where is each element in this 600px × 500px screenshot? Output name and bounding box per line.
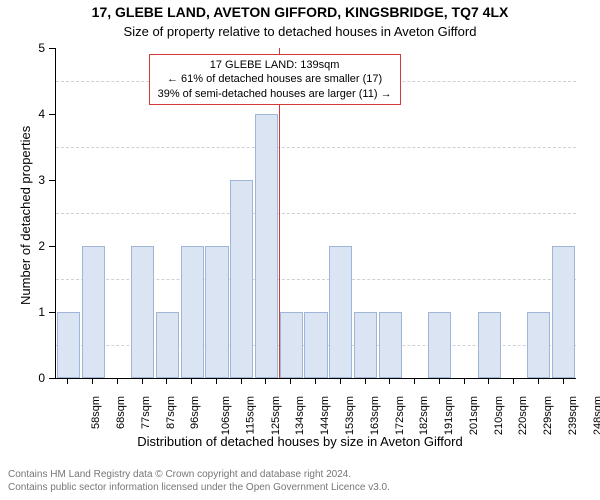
x-tick: [241, 378, 242, 384]
minor-gridline: [56, 213, 576, 214]
x-tick: [216, 378, 217, 384]
x-tick: [191, 378, 192, 384]
footer-line-1: Contains HM Land Registry data © Crown c…: [8, 468, 390, 481]
x-tick-label: 191sqm: [443, 396, 455, 435]
y-tick-label: 1: [27, 305, 45, 319]
x-axis-label: Distribution of detached houses by size …: [0, 434, 600, 449]
x-tick-label: 68sqm: [115, 396, 127, 429]
x-tick: [166, 378, 167, 384]
x-tick-label: 77sqm: [140, 396, 152, 429]
x-tick: [340, 378, 341, 384]
legend-line: ← 61% of detached houses are smaller (17…: [158, 72, 392, 86]
y-tick-label: 0: [27, 371, 45, 385]
x-tick: [488, 378, 489, 384]
x-tick-label: 182sqm: [418, 396, 430, 435]
x-tick-label: 106sqm: [220, 396, 232, 435]
y-tick: [49, 312, 55, 313]
histogram-bar: [280, 312, 303, 378]
x-tick-label: 125sqm: [270, 396, 282, 435]
x-tick-label: 210sqm: [493, 396, 505, 435]
x-tick-label: 144sqm: [319, 396, 331, 435]
x-tick-label: 163sqm: [369, 396, 381, 435]
x-tick: [67, 378, 68, 384]
x-tick: [290, 378, 291, 384]
histogram-bar: [255, 114, 278, 378]
x-tick: [365, 378, 366, 384]
x-tick-label: 115sqm: [244, 396, 256, 434]
x-tick-label: 134sqm: [295, 396, 307, 435]
x-tick: [389, 378, 390, 384]
x-tick-label: 201sqm: [468, 396, 480, 435]
minor-gridline: [56, 147, 576, 148]
y-tick: [49, 378, 55, 379]
x-tick: [315, 378, 316, 384]
y-tick: [49, 48, 55, 49]
y-tick-label: 5: [27, 41, 45, 55]
x-tick: [439, 378, 440, 384]
y-tick: [49, 114, 55, 115]
footer-attribution: Contains HM Land Registry data © Crown c…: [8, 468, 390, 494]
x-tick-label: 172sqm: [394, 396, 406, 435]
x-tick: [414, 378, 415, 384]
x-tick-label: 87sqm: [165, 396, 177, 429]
chart-subtitle: Size of property relative to detached ho…: [0, 24, 600, 39]
x-tick: [563, 378, 564, 384]
x-tick-label: 239sqm: [567, 396, 579, 435]
x-tick: [142, 378, 143, 384]
histogram-bar: [379, 312, 402, 378]
x-tick-label: 96sqm: [189, 396, 201, 429]
x-tick: [464, 378, 465, 384]
x-tick-label: 58sqm: [90, 396, 102, 429]
histogram-bar: [329, 246, 352, 378]
histogram-bar: [304, 312, 327, 378]
histogram-bar: [131, 246, 154, 378]
x-tick: [513, 378, 514, 384]
x-tick-label: 220sqm: [517, 396, 529, 435]
x-tick-label: 248sqm: [592, 396, 600, 435]
y-tick-label: 3: [27, 173, 45, 187]
histogram-bar: [354, 312, 377, 378]
y-tick-label: 2: [27, 239, 45, 253]
histogram-bar: [478, 312, 501, 378]
histogram-bar: [181, 246, 204, 378]
histogram-bar: [527, 312, 550, 378]
x-tick: [538, 378, 539, 384]
histogram-bar: [57, 312, 80, 378]
y-axis-label: Number of detached properties: [18, 126, 33, 305]
y-tick-label: 4: [27, 107, 45, 121]
y-tick: [49, 246, 55, 247]
y-tick: [49, 180, 55, 181]
x-tick-label: 153sqm: [344, 396, 356, 435]
histogram-bar: [205, 246, 228, 378]
x-tick: [117, 378, 118, 384]
legend-box: 17 GLEBE LAND: 139sqm← 61% of detached h…: [149, 54, 401, 105]
legend-line: 39% of semi-detached houses are larger (…: [158, 87, 392, 101]
legend-line: 17 GLEBE LAND: 139sqm: [158, 58, 392, 72]
x-tick-label: 229sqm: [542, 396, 554, 435]
histogram-bar: [156, 312, 179, 378]
histogram-bar: [82, 246, 105, 378]
footer-line-2: Contains public sector information licen…: [8, 481, 390, 494]
histogram-bar: [230, 180, 253, 378]
histogram-bar: [552, 246, 575, 378]
x-tick: [92, 378, 93, 384]
chart-title: 17, GLEBE LAND, AVETON GIFFORD, KINGSBRI…: [0, 4, 600, 20]
histogram-bar: [428, 312, 451, 378]
x-tick: [265, 378, 266, 384]
